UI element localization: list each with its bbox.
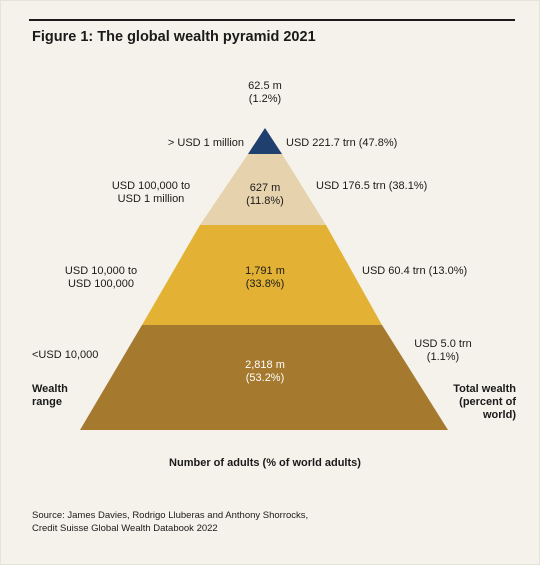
tier-lower-middle-range-line1: USD 10,000 to (64, 265, 138, 277)
pyramid-tier-base (80, 325, 448, 430)
tier-lower-middle-adults-pct: (33.8%) (245, 278, 285, 290)
tier-base-wealth-line1: USD 5.0 trn (414, 338, 472, 350)
tier-lower-middle-wealth: USD 60.4 trn (13.0%) (362, 265, 467, 278)
wealth-range-label-line1: Wealth (32, 383, 68, 395)
tier-upper-middle-range-line1: USD 100,000 to (111, 180, 191, 192)
tier-top-range-line: > USD 1 million (167, 137, 244, 149)
pyramid-tier-top (248, 128, 282, 154)
tier-top-wealth-line: USD 221.7 trn (47.8%) (286, 137, 398, 149)
tier-base-adults: 2,818 m (53.2%) (225, 359, 305, 385)
pyramid-tier-upper-middle (200, 154, 326, 225)
total-wealth-label-line3: world) (483, 409, 516, 421)
pyramid-tier-lower-middle (142, 225, 382, 325)
tier-upper-middle-adults-value: 627 m (249, 182, 281, 194)
source-line2: Credit Suisse Global Wealth Databook 202… (32, 523, 218, 534)
tier-base-adults-pct: (53.2%) (245, 372, 285, 384)
total-wealth-label-line2: (percent of (459, 396, 516, 408)
tier-base-range: <USD 10,000 (32, 349, 98, 362)
tier-lower-middle-range: USD 10,000 to USD 100,000 (46, 265, 156, 291)
tier-top-range: > USD 1 million (120, 137, 244, 150)
tier-upper-middle-wealth-line: USD 176.5 trn (38.1%) (316, 180, 428, 192)
tier-upper-middle-range: USD 100,000 to USD 1 million (96, 180, 206, 206)
number-of-adults-label: Number of adults (% of world adults) (169, 457, 361, 469)
total-wealth-label-line1: Total wealth (453, 383, 516, 395)
tier-upper-middle-wealth: USD 176.5 trn (38.1%) (316, 180, 427, 193)
source-line1: Source: James Davies, Rodrigo Lluberas a… (32, 510, 309, 521)
source-note: Source: James Davies, Rodrigo Lluberas a… (32, 509, 308, 535)
wealth-range-label: Wealth range (32, 383, 68, 409)
tier-lower-middle-adults: 1,791 m (33.8%) (225, 265, 305, 291)
tier-top-wealth: USD 221.7 trn (47.8%) (286, 137, 397, 150)
tier-base-wealth: USD 5.0 trn (1.1%) (408, 338, 478, 364)
tier-top-adults-pct: (1.2%) (248, 93, 282, 105)
tier-lower-middle-range-line2: USD 100,000 (67, 278, 135, 290)
title-rule (29, 19, 515, 21)
figure-title: Figure 1: The global wealth pyramid 2021 (32, 29, 316, 45)
tier-top-adults: 62.5 m (1.2%) (235, 80, 295, 106)
tier-upper-middle-range-line2: USD 1 million (117, 193, 185, 205)
tier-top-adults-value: 62.5 m (248, 80, 282, 92)
tier-lower-middle-adults-value: 1,791 m (245, 265, 285, 277)
tier-upper-middle-adults: 627 m (11.8%) (230, 182, 300, 208)
tier-base-range-line: <USD 10,000 (32, 349, 99, 361)
tier-upper-middle-adults-pct: (11.8%) (246, 195, 284, 207)
tier-lower-middle-wealth-line: USD 60.4 trn (13.0%) (362, 265, 468, 277)
tier-base-adults-value: 2,818 m (245, 359, 285, 371)
total-wealth-label: Total wealth (percent of world) (418, 383, 516, 422)
wealth-range-label-line2: range (32, 396, 62, 408)
tier-base-wealth-line2: (1.1%) (426, 351, 460, 363)
